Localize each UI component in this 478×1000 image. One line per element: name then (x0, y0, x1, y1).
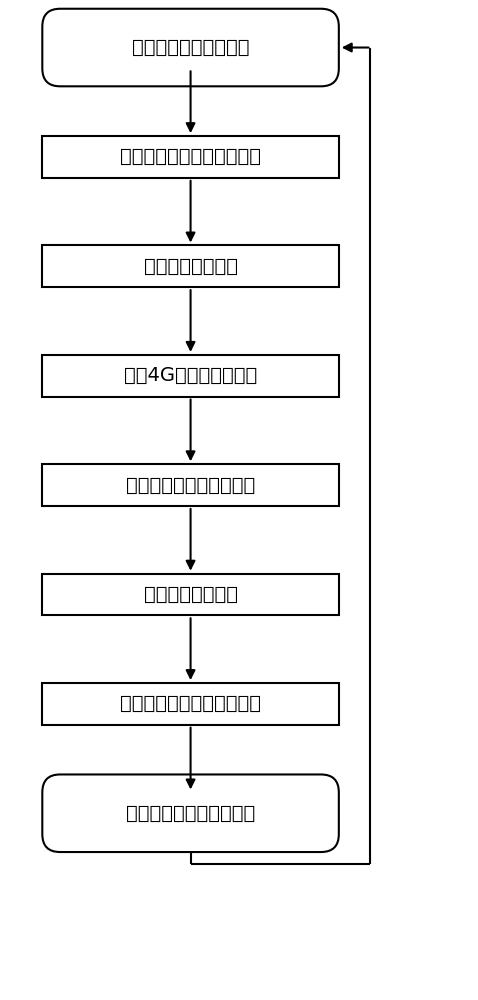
Bar (43, 355, 339, 397)
Bar (43, 245, 339, 287)
Bar (43, 464, 339, 506)
Text: 本次采集结束，进入休眠: 本次采集结束，进入休眠 (126, 804, 255, 823)
Text: 系统唤醒，初始化接口: 系统唤醒，初始化接口 (132, 38, 250, 57)
Text: 拍摄图像，并保存: 拍摄图像，并保存 (143, 257, 238, 276)
Bar (43, 136, 339, 178)
Text: 反传数据至遥测站: 反传数据至遥测站 (143, 585, 238, 604)
Text: 摄像机掉电，系统进入休眠: 摄像机掉电，系统进入休眠 (120, 694, 261, 713)
Text: 通过4G上传至云服务器: 通过4G上传至云服务器 (124, 366, 257, 385)
Text: 人工智能云识别水尺读数: 人工智能云识别水尺读数 (126, 476, 255, 495)
Bar (43, 683, 339, 725)
FancyBboxPatch shape (43, 774, 339, 852)
Text: 摄像机上电，并等待其稳定: 摄像机上电，并等待其稳定 (120, 147, 261, 166)
FancyBboxPatch shape (43, 9, 339, 86)
Bar (43, 574, 339, 615)
